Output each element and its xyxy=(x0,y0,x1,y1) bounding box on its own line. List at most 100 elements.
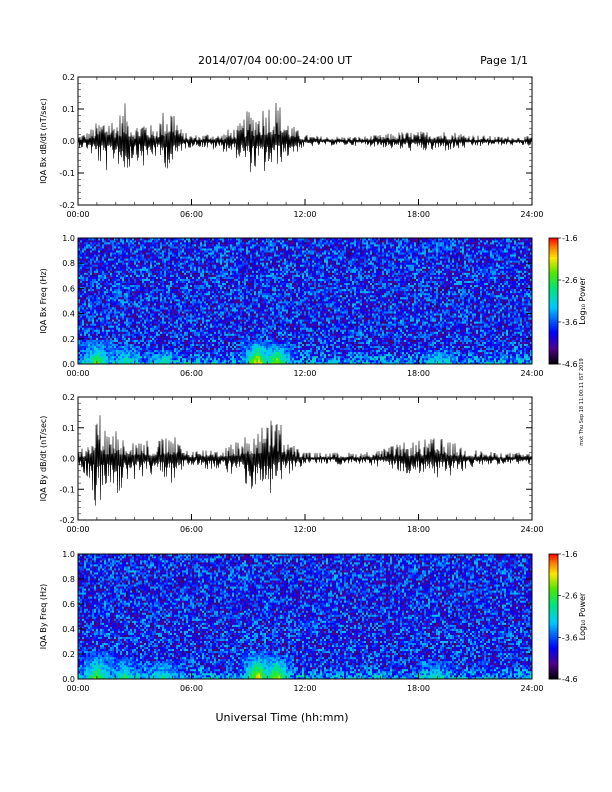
spectrogram-cell xyxy=(122,299,124,301)
spectrogram-cell xyxy=(80,283,82,285)
spectrogram-cell xyxy=(100,303,102,305)
spectrogram-cell xyxy=(144,273,146,275)
spectrogram-cell xyxy=(208,319,210,321)
spectrogram-cell xyxy=(186,331,188,333)
spectrogram-cell xyxy=(114,287,116,289)
spectrogram-cell xyxy=(106,252,108,254)
spectrogram-cell xyxy=(104,356,106,358)
spectrogram-cell xyxy=(196,281,198,283)
spectrogram-cell xyxy=(168,281,170,283)
spectrogram-cell xyxy=(200,281,202,283)
spectrogram-cell xyxy=(172,327,174,329)
spectrogram-cell xyxy=(146,350,148,352)
spectrogram-cell xyxy=(196,248,198,250)
spectrogram-cell xyxy=(204,307,206,309)
spectrogram-cell xyxy=(128,307,130,309)
spectrogram-cell xyxy=(92,262,94,264)
spectrogram-cell xyxy=(122,301,124,303)
spectrogram-cell xyxy=(166,283,168,285)
spectrogram-cell xyxy=(208,240,210,242)
spectrogram-cell xyxy=(222,331,224,333)
spectrogram-cell xyxy=(108,264,110,266)
spectrogram-cell xyxy=(194,360,196,362)
spectrogram-cell xyxy=(222,283,224,285)
spectrogram-cell xyxy=(148,338,150,340)
spectrogram-cell xyxy=(134,315,136,317)
spectrogram-cell xyxy=(174,342,176,344)
spectrogram-cell xyxy=(224,311,226,313)
spectrogram-cell xyxy=(134,309,136,311)
spectrogram-cell xyxy=(152,283,154,285)
spectrogram-cell xyxy=(154,344,156,346)
spectrogram-cell xyxy=(92,250,94,252)
spectrogram-cell xyxy=(132,313,134,315)
spectrogram-cell xyxy=(198,327,200,329)
spectrogram-cell xyxy=(190,287,192,289)
spectrogram-cell xyxy=(154,303,156,305)
spectrogram-cell xyxy=(124,323,126,325)
spectrogram-cell xyxy=(82,331,84,333)
spectrogram-cell xyxy=(178,244,180,246)
spectrogram-cell xyxy=(136,289,138,291)
spectrogram-cell xyxy=(192,331,194,333)
spectrogram-cell xyxy=(208,246,210,248)
spectrogram-cell xyxy=(88,291,90,293)
spectrogram-cell xyxy=(98,352,100,354)
spectrogram-cell xyxy=(140,360,142,362)
spectrogram-cell xyxy=(170,250,172,252)
spectrogram-cell xyxy=(156,252,158,254)
spectrogram-cell xyxy=(184,293,186,295)
spectrogram-cell xyxy=(88,295,90,297)
spectrogram-cell xyxy=(100,299,102,301)
spectrogram-cell xyxy=(96,260,98,262)
spectrogram-cell xyxy=(118,354,120,356)
spectrogram-cell xyxy=(100,346,102,348)
spectrogram-cell xyxy=(80,331,82,333)
spectrogram-cell xyxy=(148,244,150,246)
spectrogram-cell xyxy=(94,281,96,283)
spectrogram-cell xyxy=(128,317,130,319)
spectrogram-cell xyxy=(178,315,180,317)
spectrogram-cell xyxy=(198,346,200,348)
spectrogram-cell xyxy=(114,348,116,350)
spectrogram-cell xyxy=(116,323,118,325)
spectrogram-cell xyxy=(194,240,196,242)
spectrogram-cell xyxy=(194,342,196,344)
spectrogram-cell xyxy=(164,315,166,317)
spectrogram-cell xyxy=(152,275,154,277)
spectrogram-cell xyxy=(150,266,152,268)
spectrogram-cell xyxy=(90,313,92,315)
spectrogram-cell xyxy=(184,277,186,279)
spectrogram-cell xyxy=(216,244,218,246)
spectrogram-cell xyxy=(176,252,178,254)
spectrogram-cell xyxy=(176,244,178,246)
spectrogram-cell xyxy=(166,260,168,262)
spectrogram-cell xyxy=(92,281,94,283)
spectrogram-cell xyxy=(100,262,102,264)
spectrogram-cell xyxy=(126,244,128,246)
spectrogram-cell xyxy=(144,325,146,327)
spectrogram-cell xyxy=(186,348,188,350)
spectrogram-cell xyxy=(172,317,174,319)
spectrogram-cell xyxy=(100,315,102,317)
spectrogram-cell xyxy=(202,352,204,354)
spectrogram-cell xyxy=(178,340,180,342)
spectrogram-cell xyxy=(160,317,162,319)
spectrogram-cell xyxy=(110,240,112,242)
spectrogram-cell xyxy=(186,275,188,277)
spectrogram-cell xyxy=(218,289,220,291)
spectrogram-cell xyxy=(218,305,220,307)
spectrogram-cell xyxy=(152,250,154,252)
spectrogram-cell xyxy=(86,358,88,360)
spectrogram-cell xyxy=(144,317,146,319)
spectrogram-cell xyxy=(98,289,100,291)
spectrogram-cell xyxy=(184,325,186,327)
spectrogram-cell xyxy=(188,248,190,250)
spectrogram-cell xyxy=(120,244,122,246)
spectrogram-cell xyxy=(162,256,164,258)
spectrogram-cell xyxy=(194,242,196,244)
spectrogram-cell xyxy=(120,342,122,344)
spectrogram-cell xyxy=(136,273,138,275)
spectrogram-cell xyxy=(150,319,152,321)
spectrogram-cell xyxy=(186,356,188,358)
